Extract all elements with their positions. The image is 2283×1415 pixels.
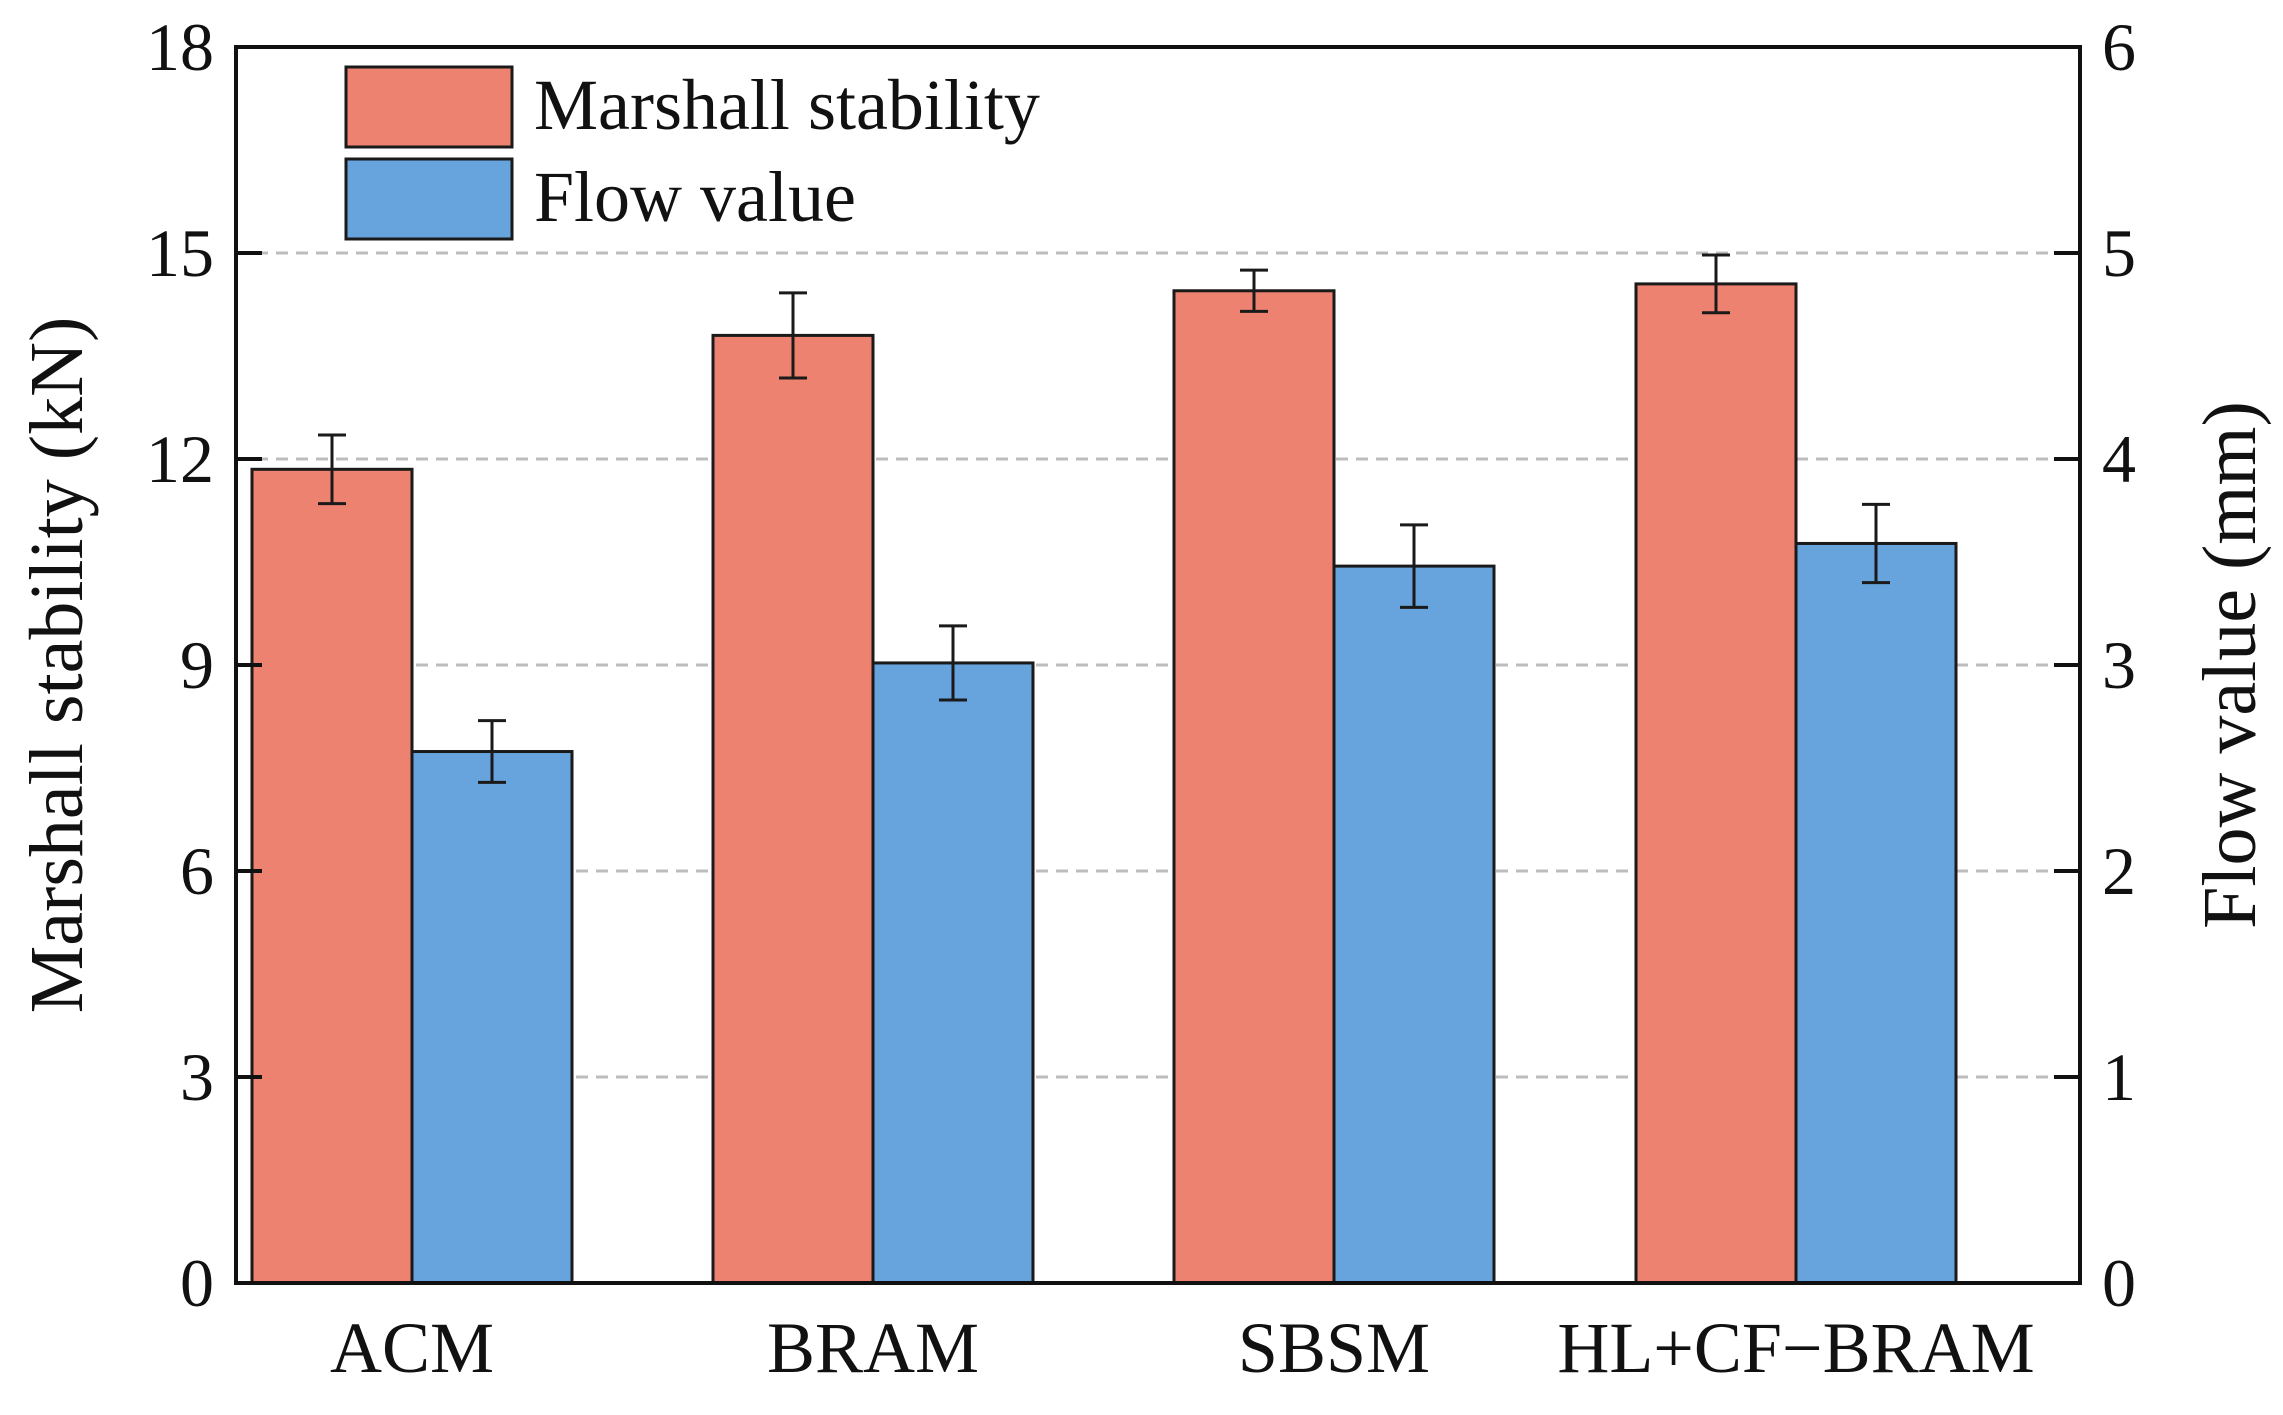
y2-tick-label: 3	[2102, 627, 2136, 703]
bar	[1332, 564, 1496, 1285]
error-bars	[318, 253, 1890, 784]
x-tick-label: HL+CF−BRAM	[1557, 1308, 2034, 1388]
legend-swatch	[344, 65, 514, 149]
bar	[1172, 289, 1336, 1285]
y-tick-label: 9	[180, 627, 214, 703]
y2-tick-label: 4	[2102, 421, 2136, 497]
y-tick-label: 12	[146, 421, 214, 497]
bars	[250, 282, 1958, 1285]
y-tick-label: 3	[180, 1039, 214, 1115]
bar	[711, 333, 875, 1285]
y2-axis-title: Flow value (mm)	[2188, 401, 2272, 929]
x-tick-label: SBSM	[1238, 1308, 1430, 1388]
y-tick-label: 15	[146, 215, 214, 291]
y-tick-label: 6	[180, 833, 214, 909]
bar	[250, 467, 414, 1285]
y2-tick-label: 6	[2102, 9, 2136, 85]
bar	[1794, 541, 1958, 1285]
y2-tick-label: 2	[2102, 833, 2136, 909]
legend-label: Flow value	[534, 157, 856, 237]
bar	[1634, 282, 1798, 1285]
bar	[871, 661, 1035, 1285]
x-tick-label: BRAM	[767, 1308, 979, 1388]
y2-tick-label: 5	[2102, 215, 2136, 291]
y2-tick-label: 0	[2102, 1245, 2136, 1321]
legend: Marshall stability Flow value	[344, 65, 1040, 241]
legend-swatch	[344, 157, 514, 241]
bar	[410, 750, 574, 1285]
y-axis-title: Marshall stability (kN)	[15, 317, 99, 1014]
y-tick-label: 0	[180, 1245, 214, 1321]
y-tick-label: 18	[146, 9, 214, 85]
x-tick-label: ACM	[330, 1308, 494, 1388]
y2-tick-label: 1	[2102, 1039, 2136, 1115]
legend-label: Marshall stability	[534, 65, 1040, 145]
